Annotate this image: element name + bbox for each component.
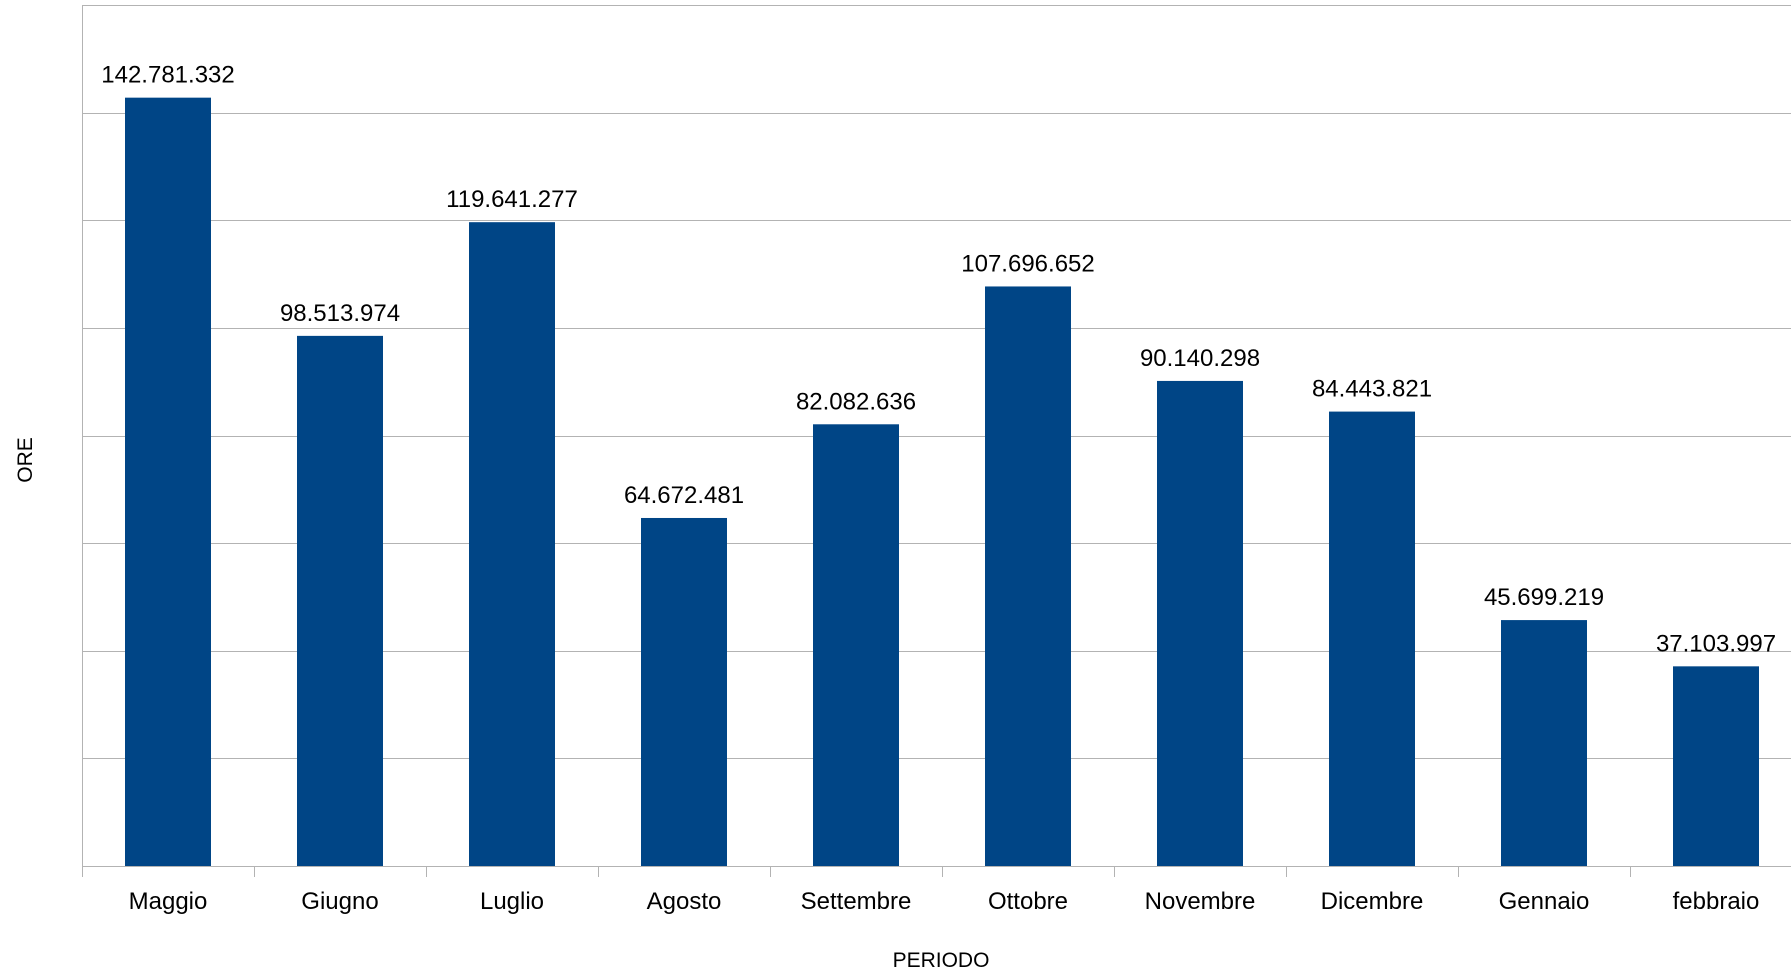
data-labels: 142.781.332 98.513.974 119.641.277 64.672.4…: [101, 62, 1776, 658]
category-label-agosto: Agosto: [647, 888, 722, 915]
bar-giugno: [297, 335, 383, 866]
data-label-gennaio: 45.699.219: [1484, 584, 1604, 611]
y-axis-title: ORE: [14, 437, 37, 483]
category-label-luglio: Luglio: [480, 888, 544, 915]
x-axis: [82, 866, 1791, 877]
bar-ottobre: [985, 286, 1071, 866]
category-label-ottobre: Ottobre: [988, 888, 1068, 915]
category-label-maggio: Maggio: [129, 888, 208, 915]
category-label-febbraio: febbraio: [1673, 888, 1760, 915]
data-label-giugno: 98.513.974: [280, 300, 400, 327]
bar-gennaio: [1501, 620, 1587, 866]
data-label-settembre: 82.082.636: [796, 388, 916, 415]
bar-febbraio: [1673, 666, 1759, 866]
data-label-dicembre: 84.443.821: [1312, 376, 1432, 403]
data-label-febbraio: 37.103.997: [1656, 630, 1776, 657]
x-axis-title: PERIODO: [893, 949, 990, 972]
bar-settembre: [813, 424, 899, 866]
data-label-agosto: 64.672.481: [624, 482, 744, 509]
category-label-giugno: Giugno: [301, 888, 378, 915]
data-label-novembre: 90.140.298: [1140, 345, 1260, 372]
bar-maggio: [125, 97, 211, 866]
bars: [125, 97, 1759, 867]
category-label-settembre: Settembre: [801, 888, 912, 915]
category-label-novembre: Novembre: [1145, 888, 1256, 915]
data-label-luglio: 119.641.277: [446, 186, 578, 213]
category-label-dicembre: Dicembre: [1321, 888, 1424, 915]
bar-agosto: [641, 517, 727, 866]
bar-novembre: [1157, 380, 1243, 866]
bar-luglio: [469, 222, 555, 867]
bar-dicembre: [1329, 411, 1415, 866]
category-label-gennaio: Gennaio: [1499, 888, 1590, 915]
category-labels: Maggio Giugno Luglio Agosto Settembre Ottobre…: [129, 888, 1760, 915]
data-label-ottobre: 107.696.652: [961, 250, 1094, 277]
data-label-maggio: 142.781.332: [101, 62, 234, 89]
